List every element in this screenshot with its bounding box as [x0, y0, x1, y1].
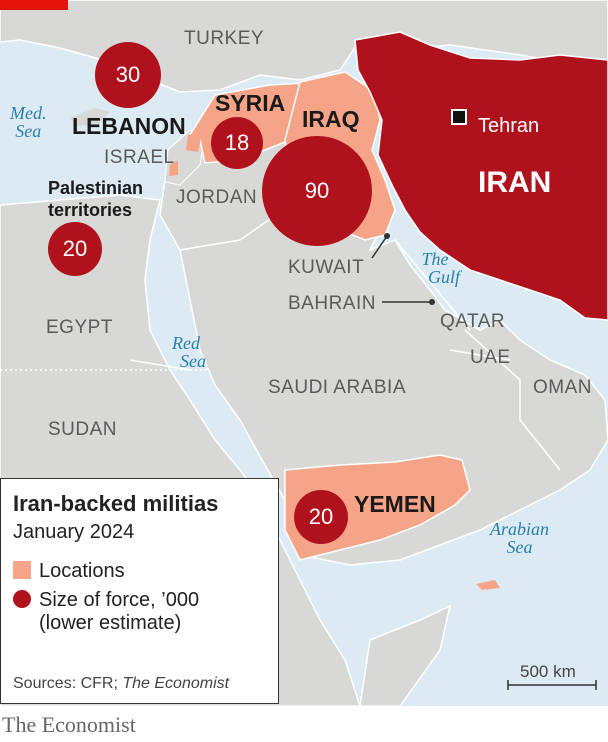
- legend-sources-prefix: Sources: CFR;: [13, 675, 123, 692]
- legend-size-line1: Size of force, ’000: [39, 589, 200, 611]
- label-bahrain: BAHRAIN: [288, 293, 376, 314]
- footer-brand: The Economist: [2, 712, 136, 737]
- legend-locations-label: Locations: [39, 560, 125, 582]
- bubble-palestinian: 20: [48, 222, 102, 276]
- label-gulf: The Gulf: [410, 249, 461, 287]
- land-somalia: [359, 604, 452, 706]
- legend-subtitle: January 2024: [13, 521, 135, 543]
- label-israel: ISRAEL: [104, 147, 175, 168]
- tehran-marker: [451, 109, 467, 125]
- label-med-sea-line1: Med.: [10, 103, 47, 123]
- legend-locations-swatch: [13, 561, 31, 579]
- label-yemen: YEMEN: [354, 491, 436, 517]
- label-red-sea-line1: Red: [172, 333, 200, 353]
- bubble-yemen: 20: [294, 490, 348, 544]
- label-saudi-arabia: SAUDI ARABIA: [268, 377, 406, 398]
- legend-sources: Sources: CFR; The Economist: [13, 675, 229, 693]
- label-sudan: SUDAN: [48, 419, 118, 440]
- label-iraq: IRAQ: [302, 106, 360, 132]
- location-lebanon: [186, 132, 202, 152]
- legend-size-dot: [13, 590, 31, 608]
- label-turkey: TURKEY: [184, 28, 265, 49]
- label-arabian-sea: Arabian Sea: [490, 520, 549, 556]
- label-palestinian-line2: territories: [48, 199, 133, 220]
- label-gulf-line2: Gulf: [428, 267, 461, 287]
- label-uae: UAE: [470, 347, 511, 368]
- label-palestinian-line1: Palestinian: [48, 178, 144, 198]
- label-qatar: QATAR: [440, 311, 506, 332]
- legend-row-locations: Locations: [13, 560, 266, 583]
- label-gulf-line1: The: [421, 249, 449, 269]
- kuwait-leader: [371, 235, 388, 259]
- legend-sources-italic: The Economist: [122, 675, 230, 692]
- border-lines: [129, 204, 561, 471]
- label-kuwait: KUWAIT: [288, 257, 365, 278]
- legend-size-line2: (lower estimate): [39, 612, 182, 634]
- label-med-sea-line2: Sea: [15, 121, 42, 141]
- brand-red-bar: [0, 0, 68, 10]
- scale-label: 500 km: [520, 662, 576, 681]
- land-cyprus: [70, 108, 110, 126]
- bahrain-leader-dot: [429, 299, 435, 305]
- label-red-sea: Red Sea: [166, 334, 206, 370]
- bubble-syria: 18: [211, 117, 263, 169]
- kuwait-leader-dot: [384, 233, 390, 239]
- legend-title: Iran-backed militias: [13, 491, 219, 516]
- bubble-iraq: 90: [262, 136, 372, 246]
- label-red-sea-line2: Sea: [180, 351, 206, 371]
- label-syria: SYRIA: [215, 90, 286, 116]
- label-jordan: JORDAN: [176, 187, 258, 208]
- scale-bar: [507, 680, 597, 690]
- label-iran: IRAN: [478, 166, 552, 199]
- label-arabian-sea-line1: Arabian: [490, 519, 550, 539]
- label-lebanon: LEBANON: [72, 113, 186, 139]
- label-arabian-sea-line2: Sea: [506, 537, 533, 557]
- location-gaza: [169, 160, 178, 176]
- legend-box: Iran-backed militias January 2024 Locati…: [0, 478, 279, 704]
- label-med-sea: Med. Sea: [10, 104, 46, 140]
- bubble-lebanon: 30: [95, 42, 161, 108]
- location-socotra: [476, 580, 500, 590]
- legend-row-size: Size of force, ’000 (lower estimate): [13, 589, 266, 635]
- land-iran: [354, 31, 608, 321]
- label-tehran: Tehran: [478, 115, 540, 137]
- label-oman: OMAN: [533, 377, 592, 398]
- legend-size-label: Size of force, ’000 (lower estimate): [39, 589, 199, 635]
- label-palestinian: Palestinian territories: [48, 178, 143, 221]
- label-egypt: EGYPT: [46, 317, 113, 338]
